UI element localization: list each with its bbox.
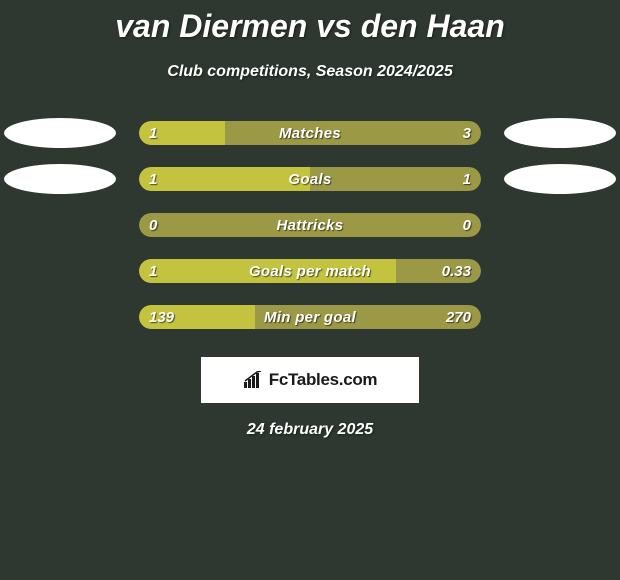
logo-text: FcTables.com <box>269 370 378 390</box>
date-label: 24 february 2025 <box>0 421 620 439</box>
stat-label: Hattricks <box>139 213 481 237</box>
chart-icon <box>243 371 265 389</box>
stat-row: 10.33Goals per match <box>0 259 620 283</box>
subtitle: Club competitions, Season 2024/2025 <box>0 63 620 81</box>
stat-label: Goals per match <box>139 259 481 283</box>
stat-bar: 139270Min per goal <box>139 305 481 329</box>
stat-label: Matches <box>139 121 481 145</box>
player-ellipse-left <box>4 164 116 194</box>
stat-bar: 10.33Goals per match <box>139 259 481 283</box>
stat-row: 11Goals <box>0 167 620 191</box>
stat-rows-container: 13Matches 11Goals 00Hattricks 10.33Goals pe… <box>0 121 620 329</box>
player-ellipse-left <box>4 118 116 148</box>
stat-label: Min per goal <box>139 305 481 329</box>
stat-row: 00Hattricks <box>0 213 620 237</box>
stat-bar: 11Goals <box>139 167 481 191</box>
stat-row: 13Matches <box>0 121 620 145</box>
page-title: van Diermen vs den Haan <box>0 0 620 45</box>
stat-bar: 00Hattricks <box>139 213 481 237</box>
player-ellipse-right <box>504 118 616 148</box>
stat-bar: 13Matches <box>139 121 481 145</box>
stat-label: Goals <box>139 167 481 191</box>
logo-box: FcTables.com <box>201 357 419 403</box>
stat-row: 139270Min per goal <box>0 305 620 329</box>
player-ellipse-right <box>504 164 616 194</box>
